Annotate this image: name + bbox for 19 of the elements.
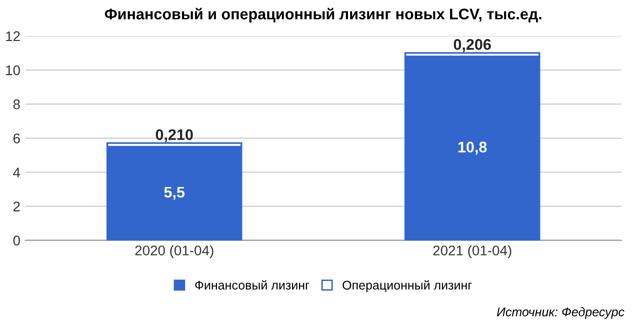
y-tick-label: 0 xyxy=(13,236,20,246)
data-label: 5,5 xyxy=(164,186,185,200)
bar xyxy=(106,146,242,240)
legend-label: Финансовый лизинг xyxy=(195,280,310,290)
x-tick-label: 2020 (01-04) xyxy=(135,245,214,258)
data-label: 0,210 xyxy=(156,129,193,142)
y-tick-label: 6 xyxy=(13,133,20,144)
legend-label: Операционный лизинг xyxy=(342,280,472,292)
data-label: 10,8 xyxy=(458,142,487,155)
x-tick-label: 2021 (01-04) xyxy=(433,245,512,258)
y-tick-label: 8 xyxy=(13,99,20,110)
data-label: 0,206 xyxy=(454,39,491,52)
y-tick-label: 12 xyxy=(6,31,20,42)
y-tick-label: 10 xyxy=(6,65,20,76)
chart-title: Финансовый и операционный лизинг новых LCV, тыс.ед. xyxy=(104,8,542,22)
y-tick-label: 4 xyxy=(13,168,20,178)
bar xyxy=(404,56,540,240)
text: Источник: Федресурс xyxy=(496,307,624,319)
y-tick-label: 2 xyxy=(13,202,20,212)
